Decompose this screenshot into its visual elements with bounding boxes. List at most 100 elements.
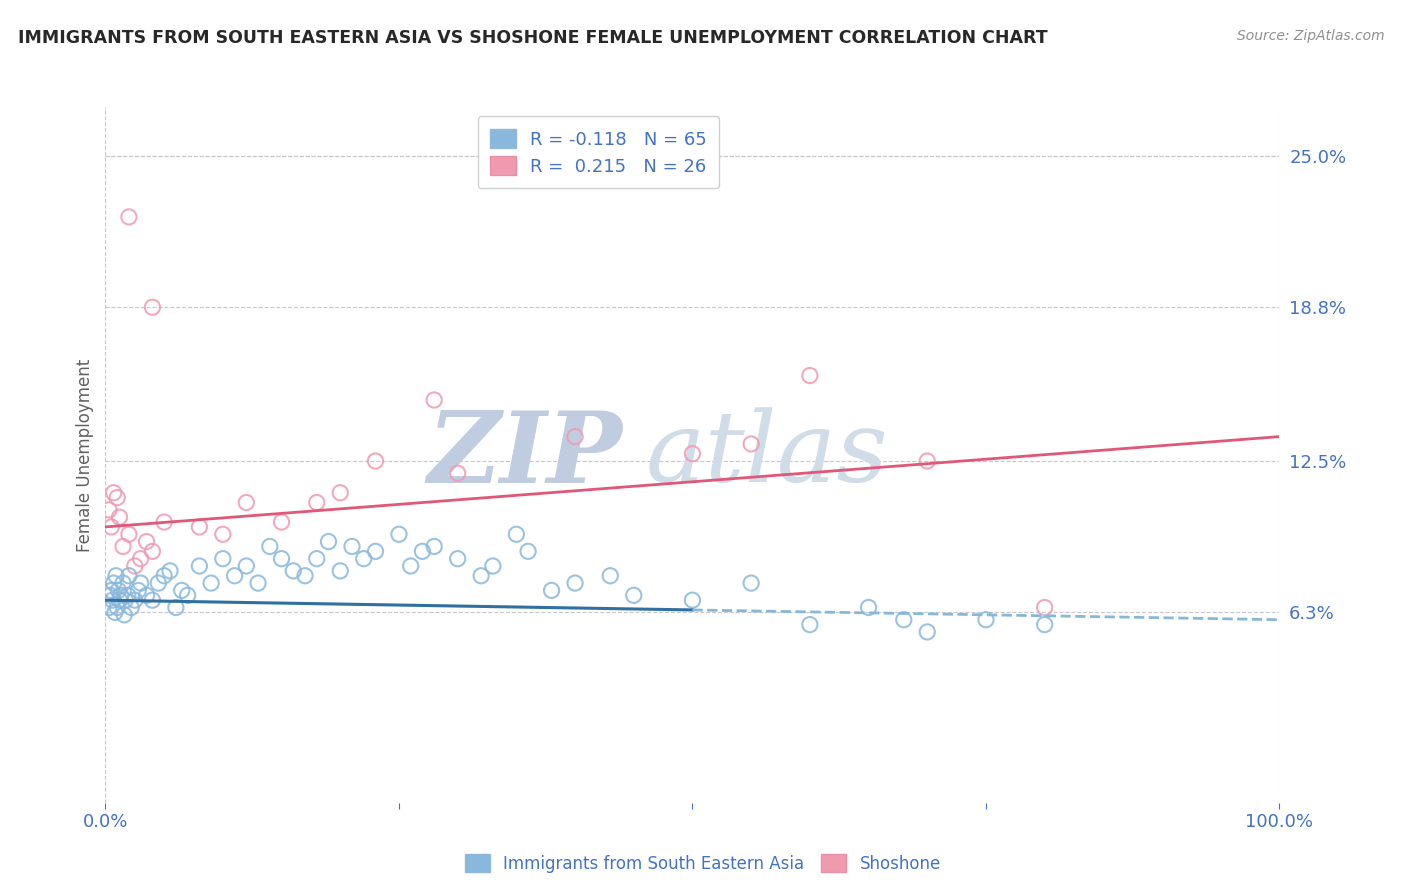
Point xyxy=(103,485,125,500)
Point xyxy=(681,593,703,607)
Point xyxy=(188,520,211,534)
Legend: R = -0.118   N = 65, R =  0.215   N = 26: R = -0.118 N = 65, R = 0.215 N = 26 xyxy=(478,116,720,188)
Point xyxy=(1033,600,1056,615)
Point xyxy=(235,495,257,509)
Point xyxy=(482,559,505,574)
Text: atlas: atlas xyxy=(645,408,889,502)
Point xyxy=(127,583,149,598)
Point xyxy=(188,559,211,574)
Point xyxy=(200,576,222,591)
Point xyxy=(120,600,142,615)
Point xyxy=(114,593,136,607)
Point xyxy=(107,583,129,598)
Point xyxy=(135,534,157,549)
Point xyxy=(176,588,198,602)
Point xyxy=(247,576,270,591)
Point xyxy=(211,551,233,566)
Point xyxy=(623,588,645,602)
Point xyxy=(517,544,540,558)
Point xyxy=(329,564,352,578)
Point xyxy=(153,515,176,529)
Legend: Immigrants from South Eastern Asia, Shoshone: Immigrants from South Eastern Asia, Shos… xyxy=(458,847,948,880)
Point xyxy=(98,588,121,602)
Point xyxy=(141,593,163,607)
Point xyxy=(283,564,305,578)
Point xyxy=(329,485,352,500)
Point xyxy=(141,544,163,558)
Point xyxy=(104,606,127,620)
Text: Source: ZipAtlas.com: Source: ZipAtlas.com xyxy=(1237,29,1385,43)
Point xyxy=(153,568,176,582)
Point xyxy=(447,551,470,566)
Point xyxy=(98,600,121,615)
Point xyxy=(470,568,492,582)
Point xyxy=(98,503,121,517)
Point xyxy=(101,593,124,607)
Point xyxy=(135,588,157,602)
Point xyxy=(740,437,762,451)
Point xyxy=(112,607,135,622)
Point xyxy=(105,491,128,505)
Point xyxy=(318,534,340,549)
Point xyxy=(235,559,257,574)
Point xyxy=(1033,617,1056,632)
Point xyxy=(129,576,152,591)
Point xyxy=(105,600,128,615)
Point xyxy=(893,613,915,627)
Point xyxy=(340,540,363,554)
Point xyxy=(118,568,141,582)
Point xyxy=(110,588,132,602)
Point xyxy=(117,588,139,602)
Point xyxy=(224,568,246,582)
Point xyxy=(447,467,470,481)
Point xyxy=(103,576,125,591)
Point xyxy=(411,544,433,558)
Point xyxy=(211,527,233,541)
Point xyxy=(108,510,131,524)
Point xyxy=(118,527,141,541)
Point xyxy=(540,583,562,598)
Point xyxy=(100,520,122,534)
Point xyxy=(118,210,141,224)
Point xyxy=(305,551,328,566)
Point xyxy=(170,583,193,598)
Point xyxy=(858,600,880,615)
Point xyxy=(112,576,135,591)
Point xyxy=(917,454,939,468)
Text: ZIP: ZIP xyxy=(427,407,621,503)
Text: IMMIGRANTS FROM SOUTH EASTERN ASIA VS SHOSHONE FEMALE UNEMPLOYMENT CORRELATION C: IMMIGRANTS FROM SOUTH EASTERN ASIA VS SH… xyxy=(18,29,1047,46)
Point xyxy=(259,540,281,554)
Point xyxy=(799,617,821,632)
Y-axis label: Female Unemployment: Female Unemployment xyxy=(76,359,94,551)
Point xyxy=(270,515,292,529)
Point xyxy=(353,551,375,566)
Point xyxy=(305,495,328,509)
Point xyxy=(129,551,152,566)
Point xyxy=(423,392,446,407)
Point xyxy=(599,568,621,582)
Point xyxy=(165,600,187,615)
Point xyxy=(124,593,146,607)
Point xyxy=(564,576,586,591)
Point xyxy=(159,564,181,578)
Point xyxy=(399,559,422,574)
Point xyxy=(974,613,997,627)
Point xyxy=(148,576,170,591)
Point xyxy=(564,429,586,443)
Point xyxy=(364,454,387,468)
Point xyxy=(423,540,446,554)
Point xyxy=(141,300,163,314)
Point xyxy=(388,527,411,541)
Point xyxy=(917,624,939,639)
Point xyxy=(270,551,292,566)
Point xyxy=(740,576,762,591)
Point xyxy=(124,559,146,574)
Point xyxy=(294,568,316,582)
Point xyxy=(364,544,387,558)
Point xyxy=(681,447,703,461)
Point xyxy=(112,540,135,554)
Point xyxy=(799,368,821,383)
Point xyxy=(108,593,131,607)
Point xyxy=(505,527,527,541)
Point xyxy=(100,583,122,598)
